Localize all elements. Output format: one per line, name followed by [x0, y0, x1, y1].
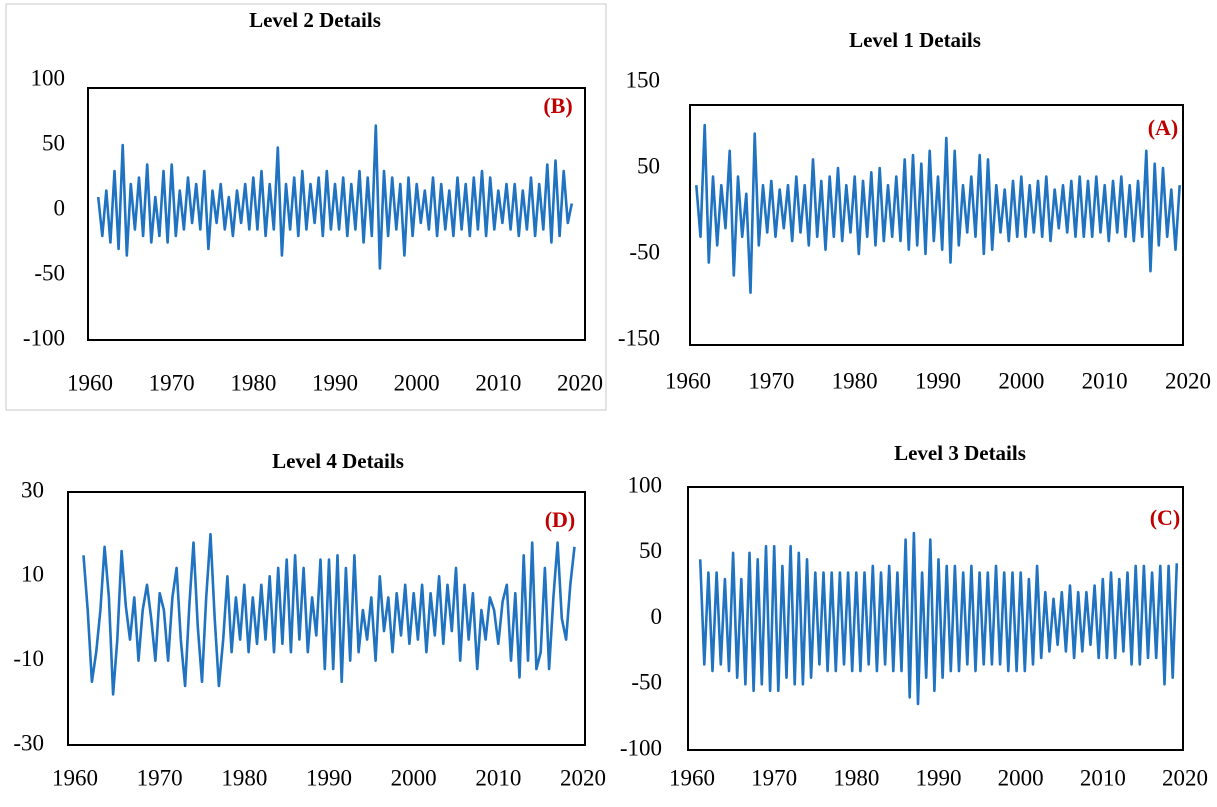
y-tick-label: -50: [629, 239, 660, 264]
y-tick-label: -100: [23, 325, 65, 350]
y-tick-label: 50: [42, 130, 65, 155]
x-tick-label: 1980: [832, 368, 878, 393]
y-tick-label: 0: [651, 604, 663, 629]
y-tick-label: -10: [13, 646, 44, 671]
x-tick-label: 2020: [557, 370, 603, 395]
x-tick-label: 1960: [669, 765, 715, 790]
data-line: [96, 124, 574, 270]
panel-label: (D): [545, 507, 576, 532]
panel-label: (A): [1148, 115, 1179, 140]
x-tick-label: 2020: [560, 765, 606, 790]
y-tick-label: 50: [639, 538, 662, 563]
x-tick-label: 2000: [998, 765, 1044, 790]
x-tick-label: 1980: [221, 765, 267, 790]
x-tick-label: 1970: [137, 765, 183, 790]
x-tick-label: 2010: [475, 765, 521, 790]
chart-title: Level 4 Details: [272, 449, 404, 473]
y-tick-label: 100: [628, 472, 663, 497]
chart-title: Level 2 Details: [249, 8, 381, 32]
x-tick-label: 1980: [230, 370, 276, 395]
y-tick-label: 30: [21, 477, 44, 502]
y-tick-label: -50: [631, 670, 662, 695]
plot-frame: [689, 104, 1184, 346]
x-tick-label: 2000: [391, 765, 437, 790]
panel-label: (C): [1150, 505, 1181, 530]
chart-title: Level 3 Details: [894, 441, 1026, 465]
x-tick-label: 1960: [665, 368, 711, 393]
y-tick-label: 0: [54, 195, 66, 220]
data-line: [698, 531, 1179, 706]
chart-title: Level 1 Details: [849, 28, 981, 52]
x-tick-label: 2010: [1080, 765, 1126, 790]
data-line: [82, 532, 576, 696]
x-tick-label: 1990: [312, 370, 358, 395]
y-tick-label: -100: [620, 735, 662, 760]
panel-label: (B): [543, 93, 572, 118]
x-tick-label: 2020: [1165, 368, 1211, 393]
x-tick-label: 1990: [915, 368, 961, 393]
y-tick-label: 150: [626, 67, 661, 92]
x-tick-label: 2020: [1162, 765, 1208, 790]
x-tick-label: 2000: [998, 368, 1044, 393]
data-line: [695, 123, 1181, 294]
y-tick-label: 50: [637, 153, 660, 178]
y-tick-label: 100: [31, 65, 66, 90]
x-tick-label: 1970: [751, 765, 797, 790]
y-tick-label: -150: [618, 325, 660, 350]
plot-frame: [687, 486, 1184, 751]
panel-border: [5, 3, 607, 411]
y-tick-label: -30: [13, 730, 44, 755]
x-tick-label: 2010: [1082, 368, 1128, 393]
x-tick-label: 1990: [916, 765, 962, 790]
plot-frame: [87, 87, 586, 341]
x-tick-label: 2010: [475, 370, 521, 395]
y-tick-label: -50: [34, 260, 65, 285]
x-tick-label: 1980: [833, 765, 879, 790]
x-tick-label: 1990: [306, 765, 352, 790]
x-tick-label: 1970: [149, 370, 195, 395]
x-tick-label: 2000: [394, 370, 440, 395]
x-tick-label: 1970: [748, 368, 794, 393]
y-tick-label: 10: [21, 562, 44, 587]
plot-frame: [67, 491, 586, 746]
x-tick-label: 1960: [67, 370, 113, 395]
x-tick-label: 1960: [52, 765, 98, 790]
